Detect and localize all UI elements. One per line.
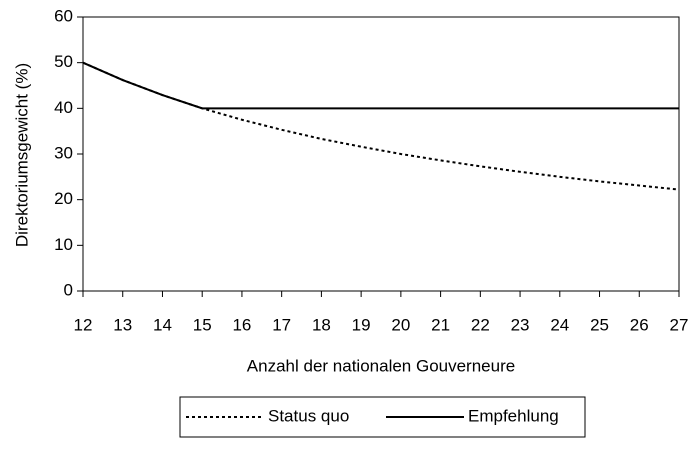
x-tick-label: 21 <box>431 315 450 334</box>
y-tick-label: 50 <box>54 52 73 71</box>
x-tick-label: 20 <box>391 315 410 334</box>
y-tick-label: 40 <box>54 98 73 117</box>
legend-box <box>179 396 586 438</box>
x-tick-label: 13 <box>113 315 132 334</box>
y-tick-label: 30 <box>54 143 73 162</box>
line-series <box>82 61 680 191</box>
y-axis-label: Direktoriumsgewicht (%) <box>12 63 31 247</box>
x-tick-label: 26 <box>630 315 649 334</box>
plot-area <box>82 16 680 292</box>
y-tick-label: 10 <box>54 235 73 254</box>
x-tick-label: 17 <box>272 315 291 334</box>
legend-label: Status quo <box>268 406 349 425</box>
x-tick-label: 25 <box>590 315 609 334</box>
x-tick-label: 18 <box>312 315 331 334</box>
x-axis-label: Anzahl der nationalen Gouverneure <box>247 356 515 375</box>
x-tick-label: 19 <box>352 315 371 334</box>
x-tick-label: 22 <box>471 315 490 334</box>
y-tick-label: 0 <box>64 280 73 299</box>
y-tick-label: 60 <box>54 6 73 25</box>
x-tick-label: 24 <box>550 315 569 334</box>
x-tick-label: 27 <box>670 315 689 334</box>
x-tick-label: 12 <box>74 315 93 334</box>
y-tick-label: 20 <box>54 189 73 208</box>
x-tick-label: 14 <box>153 315 172 334</box>
x-tick-label: 23 <box>511 315 530 334</box>
line-series <box>82 61 679 110</box>
x-tick-label: 16 <box>232 315 251 334</box>
legend-label: Empfehlung <box>468 406 559 425</box>
x-tick-label: 15 <box>193 315 212 334</box>
